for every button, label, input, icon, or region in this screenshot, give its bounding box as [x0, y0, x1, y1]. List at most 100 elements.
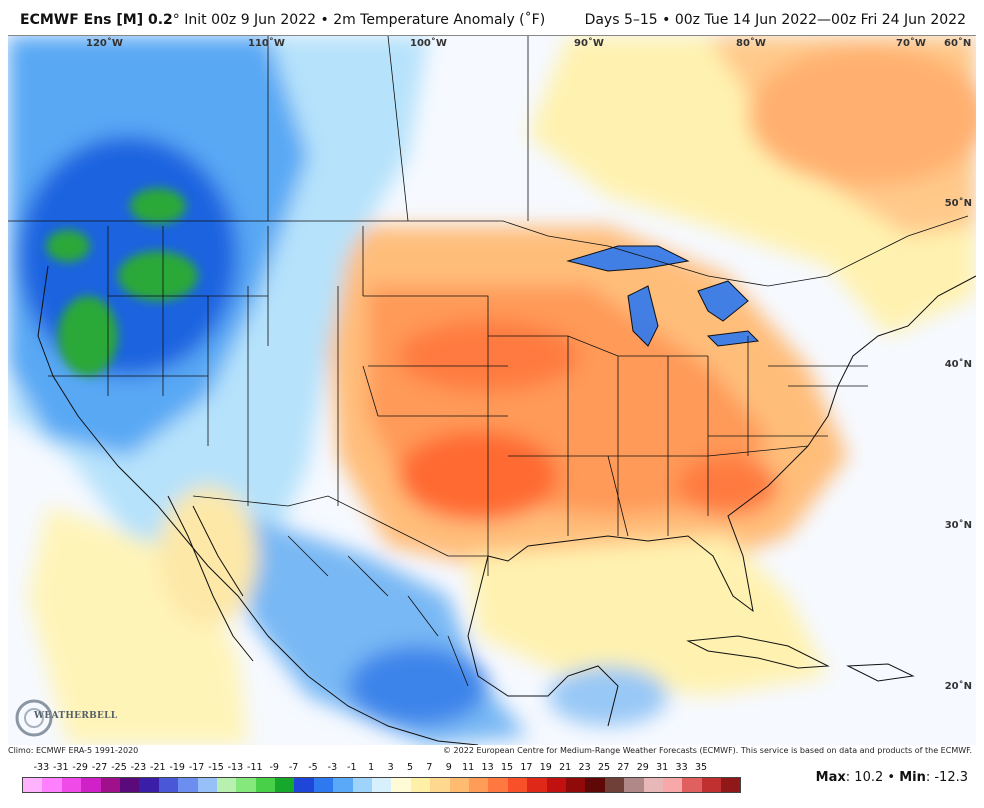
colorbar-tick-label: 15 [500, 762, 514, 773]
lat-label-60n: 60˚N [944, 38, 972, 49]
lat-label-30n: 30˚N [944, 520, 972, 531]
colorbar-tick-label: -1 [347, 762, 357, 773]
colorbar-swatch [197, 778, 217, 792]
colorbar-swatch [662, 778, 683, 792]
max-label: Max [815, 770, 846, 785]
mild-field-gulf [468, 536, 828, 696]
colorbar-swatch [565, 778, 586, 792]
cold-core-mexico [348, 646, 488, 726]
lon-label-80w: 80˚W [736, 38, 766, 49]
mild-field-pacific [28, 506, 248, 745]
max-min-stats: Max: 10.2 • Min: -12.3 [815, 770, 968, 785]
logo-swirl-icon [15, 699, 53, 737]
min-label: Min [899, 770, 926, 785]
colorbar-tick-label: -3 [327, 762, 338, 773]
lat-label-50n: 50˚N [944, 198, 972, 209]
colorbar-tick-label: -25 [111, 762, 127, 773]
model-name: ECMWF Ens [M] 0.2 [20, 12, 173, 28]
green-patch-4 [46, 230, 90, 262]
lon-label-110w: 110˚W [248, 38, 285, 49]
colorbar-tick-label: -17 [188, 762, 205, 773]
copyright-note: © 2022 European Centre for Medium-Range … [443, 746, 972, 755]
cool-field-yucatan [548, 666, 668, 726]
header: ECMWF Ens [M] 0.2° Init 00z 9 Jun 2022 •… [0, 0, 984, 34]
state-lines-3 [48, 295, 868, 537]
colorbar-tick-label: -19 [169, 762, 185, 773]
logo-swirl-inner [24, 708, 44, 728]
gulf-coast [487, 445, 809, 613]
lon-label-90w: 90˚W [574, 38, 604, 49]
green-patch-2 [118, 251, 198, 301]
colorbar-swatch [333, 778, 353, 792]
lat-label-20n: 20˚N [944, 681, 972, 692]
colorbar-swatch [410, 778, 431, 792]
init-time: Init 00z 9 Jun 2022 [184, 12, 317, 28]
extreme-cold-patches [46, 188, 198, 376]
borders [8, 36, 969, 687]
colorbar-tick-label: 33 [675, 762, 688, 773]
colorbar-tick-label: 17 [520, 762, 533, 773]
colorbar-swatch [507, 778, 528, 792]
colorbar-tick-label: 19 [539, 762, 552, 773]
lon-label-120w: 120˚W [86, 38, 123, 49]
colorbar-swatch [430, 778, 450, 792]
coastlines [37, 245, 976, 745]
colorbar-tick-label: -31 [53, 762, 69, 773]
colorbar-swatch [42, 778, 62, 792]
hot-core-southeast [678, 456, 778, 516]
colorbar-tick-label: 23 [578, 762, 591, 773]
colorbar-tick-label: 9 [445, 762, 452, 773]
colorbar-tick-label: -11 [247, 762, 263, 773]
green-patch-1 [58, 296, 118, 376]
colorbar-swatch [585, 778, 605, 792]
variable-name: 2m Temperature Anomaly (˚F) [333, 12, 546, 28]
hot-core-oklahoma [398, 431, 558, 521]
green-patch-3 [130, 188, 186, 224]
min-value: -12.3 [934, 770, 968, 785]
colorbar-swatch [81, 778, 101, 792]
colorbar-tick-label: 5 [406, 762, 414, 773]
colorbar-swatch [721, 778, 741, 792]
logo-swirl-outer [15, 699, 53, 737]
colorbar-swatch [61, 778, 82, 792]
weatherbell-logo: WEATHERBELL [14, 696, 117, 740]
colorbar-tick-label: -27 [91, 762, 108, 773]
degree-sign: ° [172, 12, 180, 28]
colorbar-tick-label: -7 [288, 762, 299, 773]
colorbar-tick-label: 35 [694, 762, 708, 773]
texas-mexico-coast [467, 555, 619, 727]
colorbar-swatch [119, 778, 140, 792]
colorbar-tick-label: -15 [208, 762, 224, 773]
lon-label-100w: 100˚W [410, 38, 447, 49]
colorbar-swatch [391, 778, 411, 792]
us-canada-border [8, 215, 969, 287]
colorbar-tick-label: -9 [269, 762, 279, 773]
colorbar-swatch [701, 778, 722, 792]
colorbar-swatch [449, 778, 469, 792]
colorbar-legend: -33 -31 -29 -27 -25 -23 -21 -19 -17 -15 -13 -11 -9 -7… [14, 762, 742, 794]
colorbar-tick-label: 31 [656, 762, 669, 773]
colorbar-tick-label: -5 [308, 762, 318, 773]
great-lakes [566, 245, 760, 347]
colorbar-swatch [216, 778, 237, 792]
colorbar-tick-label: -33 [33, 762, 50, 773]
chart-title: ECMWF Ens [M] 0.2° Init 00z 9 Jun 2022 •… [20, 12, 545, 28]
lon-label-70w: 70˚W [896, 38, 926, 49]
colorbar-swatch [313, 778, 334, 792]
anomaly-map: 120˚W 110˚W 100˚W 90˚W 80˚W 70˚W 60˚N 50… [8, 35, 976, 745]
colorbar-swatch [682, 778, 702, 792]
mexico-state-lines [287, 535, 469, 687]
colorbar-swatch [468, 778, 489, 792]
canada-province-lines [267, 36, 529, 222]
colorbar-tick-label: 25 [597, 762, 611, 773]
colorbar-ticks: -33 -31 -29 -27 -25 -23 -21 -19 -17 -15 -13 -11 -9 -7… [14, 762, 714, 776]
colorbar-tick-label: -21 [150, 762, 166, 773]
colorbar-swatch [546, 778, 566, 792]
colorbar-swatch [158, 778, 179, 792]
colorbar-swatch [488, 778, 508, 792]
colorbar-swatch [275, 778, 295, 792]
east-coast [807, 275, 976, 447]
west-coast [37, 265, 479, 745]
colorbar-swatch [352, 778, 373, 792]
colorbar-swatch [139, 778, 159, 792]
